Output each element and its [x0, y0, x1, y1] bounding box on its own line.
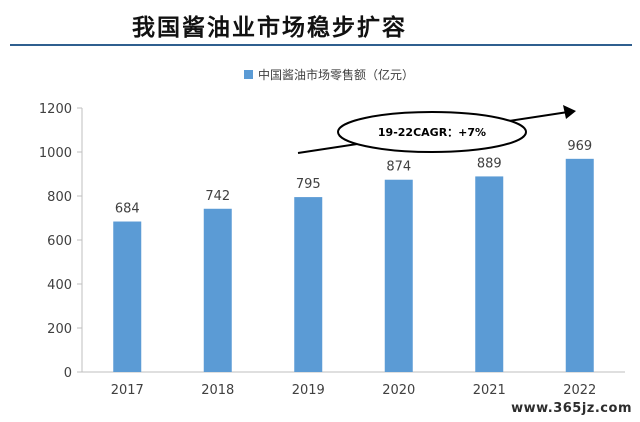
data-label: 889	[477, 156, 502, 171]
bar	[113, 221, 142, 372]
x-tick-label: 2021	[473, 383, 506, 398]
y-tick-label: 1000	[39, 146, 72, 161]
y-axis: 0 200 400 600 800 1000 1200	[39, 102, 83, 381]
data-labels: 684 742 795 874 889 969	[115, 139, 592, 217]
y-tick-label: 400	[47, 278, 72, 293]
cagr-ellipse	[337, 111, 527, 153]
bar	[565, 158, 594, 372]
y-tick-label: 800	[47, 190, 72, 205]
x-tick-label: 2018	[201, 383, 234, 398]
data-label: 969	[567, 139, 592, 154]
legend: 中国酱油市场零售额（亿元）	[244, 67, 414, 82]
bars	[113, 158, 594, 372]
bar	[475, 176, 504, 372]
page-title: 我国酱油业市场稳步扩容	[132, 14, 407, 41]
y-tick-label: 1200	[39, 102, 72, 117]
legend-label: 中国酱油市场零售额（亿元）	[258, 67, 414, 82]
cagr-label: 19-22CAGR：+7%	[378, 126, 486, 139]
data-label: 742	[205, 189, 230, 204]
data-label: 795	[296, 177, 321, 192]
data-label: 874	[386, 160, 411, 175]
legend-swatch	[244, 70, 253, 79]
bar	[384, 179, 413, 372]
y-tick-label: 200	[47, 322, 72, 337]
data-label: 684	[115, 202, 140, 217]
watermark: www.365jz.com	[511, 401, 632, 416]
title-underline	[10, 44, 632, 46]
x-tick-label: 2020	[382, 383, 415, 398]
y-tick-label: 0	[64, 366, 72, 381]
trend-arrowhead	[563, 105, 576, 119]
y-tick-label: 600	[47, 234, 72, 249]
x-tick-label: 2022	[563, 383, 596, 398]
x-axis: 2017 2018 2019 2020 2021 2022	[82, 371, 625, 398]
cagr-annotation: 19-22CAGR：+7%	[297, 105, 576, 154]
bar	[203, 208, 232, 372]
x-tick-label: 2019	[292, 383, 325, 398]
bar	[294, 197, 323, 372]
x-tick-label: 2017	[111, 383, 144, 398]
